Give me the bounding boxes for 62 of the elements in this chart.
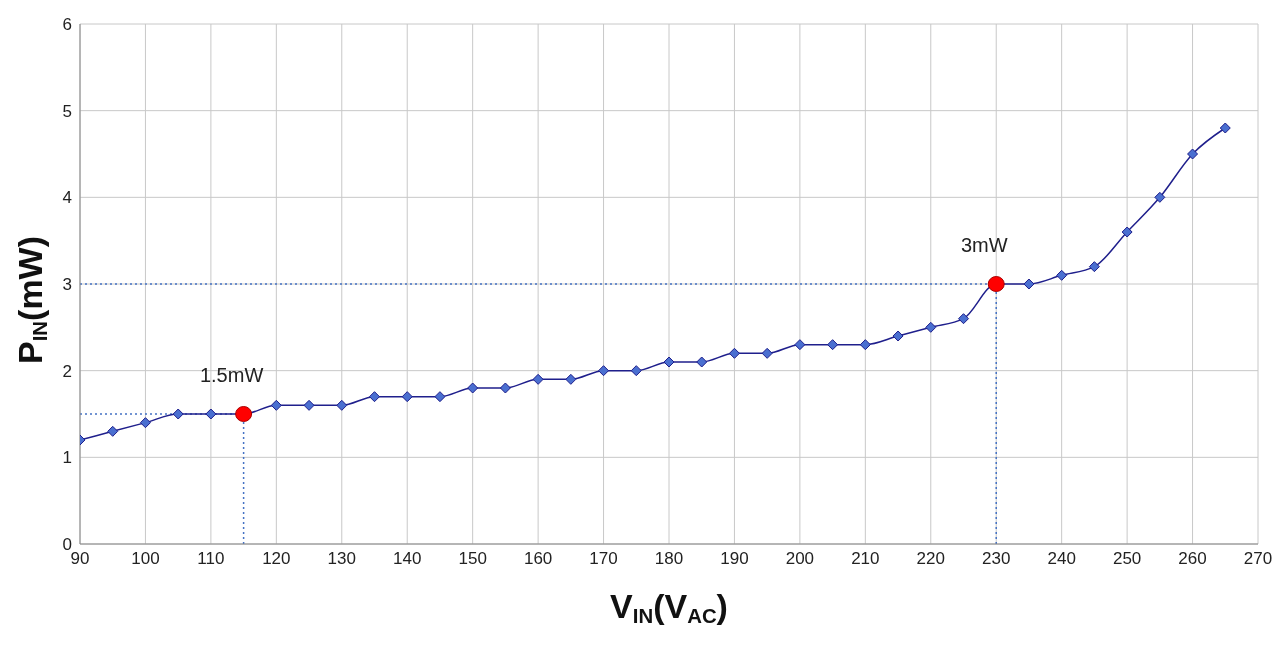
point [794,339,806,351]
y-tick-label: 4 [62,188,72,208]
point [761,347,773,359]
point [467,382,479,394]
x-tick-label: 260 [1178,549,1207,569]
x-tick-label: 240 [1047,549,1076,569]
point [139,417,151,429]
x-tick-label: 90 [70,549,90,569]
x-tick-label: 270 [1243,549,1273,569]
x-tick-label: 140 [393,549,422,569]
point [1023,278,1035,290]
point [892,330,904,342]
point [827,339,839,351]
point [1056,269,1068,281]
y-tick-label: 6 [62,15,72,35]
point [565,373,577,385]
point [925,321,937,333]
point [630,365,642,377]
point [1088,261,1100,273]
x-tick-label: 250 [1112,549,1142,569]
point [303,399,315,411]
point [1187,148,1199,160]
point [696,356,708,368]
point [958,313,969,325]
point [532,373,544,385]
point [1219,122,1231,134]
x-tick-label: 110 [197,549,225,569]
x-tick-label: 170 [589,549,618,569]
y-tick-label: 1 [62,448,72,468]
x-tick-label: 120 [262,549,291,569]
x-tick-label: 160 [523,549,553,569]
point [336,399,348,411]
y-tick-label: 0 [62,535,72,555]
x-axis-title: V$_{IN}$(V$_{AC}$) [610,587,728,627]
annotation: 1.5mW [199,364,264,386]
point [205,408,217,420]
point [172,408,184,420]
x-tick-label: 230 [982,549,1011,569]
point [270,399,282,411]
point [499,382,511,394]
point [728,347,740,359]
x-tick-label: 150 [458,549,487,569]
point [1121,226,1133,238]
y-tick-label: 2 [62,361,72,381]
annotation: 3mW [960,234,1008,256]
x-tick-label: 130 [327,549,356,569]
point [1154,191,1166,203]
x-tick-label: 220 [916,549,945,569]
y-tick-label: 5 [62,101,72,121]
point [434,391,446,403]
x-tick-label: 190 [720,549,749,569]
point [663,356,675,368]
x-tick-label: 200 [785,549,815,569]
point [859,339,871,351]
point [598,365,610,377]
point [369,391,380,403]
x-tick-label: 100 [131,549,160,569]
x-tick-label: 210 [851,549,880,569]
point [401,391,413,403]
y-tick-label: 3 [62,275,72,295]
point [107,425,119,437]
x-tick-label: 180 [654,549,684,569]
